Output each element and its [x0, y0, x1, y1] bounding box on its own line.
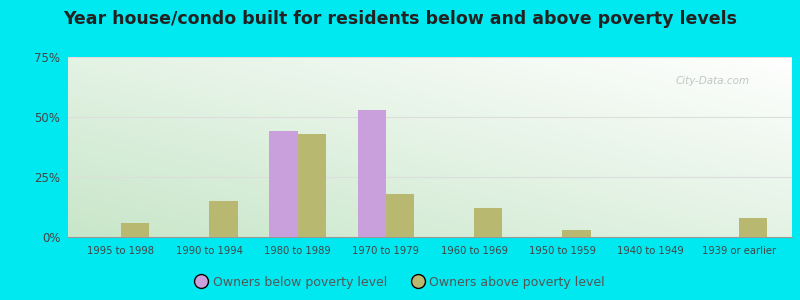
- Text: Year house/condo built for residents below and above poverty levels: Year house/condo built for residents bel…: [63, 11, 737, 28]
- Bar: [210, 201, 238, 237]
- Bar: [270, 131, 298, 237]
- Bar: [121, 223, 150, 237]
- Bar: [358, 110, 386, 237]
- Text: City-Data.com: City-Data.com: [676, 76, 750, 86]
- Legend: Owners below poverty level, Owners above poverty level: Owners below poverty level, Owners above…: [190, 271, 610, 294]
- Bar: [474, 208, 502, 237]
- Bar: [386, 194, 414, 237]
- Bar: [562, 230, 590, 237]
- Bar: [298, 134, 326, 237]
- Bar: [739, 218, 767, 237]
